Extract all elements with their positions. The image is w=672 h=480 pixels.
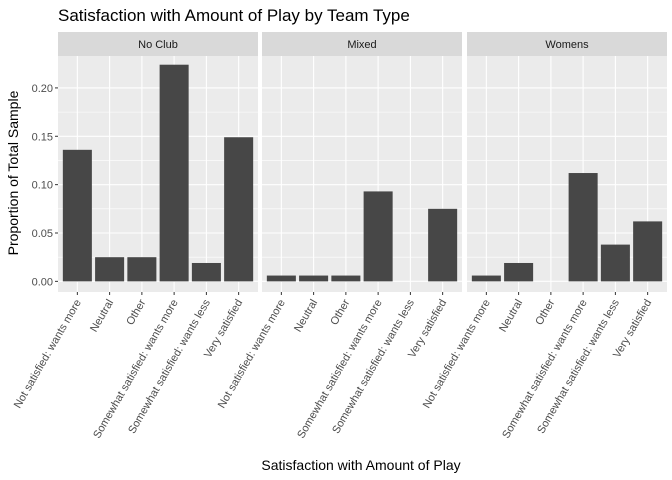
bar <box>331 275 361 282</box>
bar <box>633 221 663 282</box>
bar <box>504 262 534 282</box>
facet-strip-label: No Club <box>138 39 178 51</box>
y-tick-label: 0.20 <box>32 83 53 95</box>
bar <box>363 191 393 282</box>
x-tick-label: Neutral <box>292 298 320 335</box>
x-tick-label: Other <box>533 297 557 327</box>
y-tick-label: 0.15 <box>32 131 53 143</box>
facet-strip <box>467 32 667 56</box>
x-tick-label: Other <box>328 297 352 327</box>
x-axis-title: Satisfaction with Amount of Play <box>261 457 460 473</box>
bar <box>428 208 458 282</box>
bar <box>600 244 630 282</box>
bar <box>568 173 598 282</box>
bar <box>191 262 221 282</box>
x-tick-label: Neutral <box>88 298 116 335</box>
bar <box>127 257 157 282</box>
y-tick-label: 0.05 <box>32 228 53 240</box>
bar <box>224 137 254 282</box>
facet-strip <box>58 32 258 56</box>
bar <box>471 275 501 282</box>
bar <box>299 275 329 282</box>
facet-strip <box>262 32 462 56</box>
bar <box>95 257 125 282</box>
y-tick-label: 0.00 <box>32 276 53 288</box>
y-axis: 0.00 0.05 0.10 0.15 0.20 <box>32 83 58 288</box>
facet-strip-label: Womens <box>545 39 589 51</box>
y-tick-label: 0.10 <box>32 180 53 192</box>
bar <box>159 64 189 282</box>
chart-title: Satisfaction with Amount of Play by Team… <box>58 6 410 25</box>
x-tick-label: Not satisfied: wants more <box>12 298 84 411</box>
bar <box>62 149 92 282</box>
bar <box>266 275 296 282</box>
facet-strip-label: Mixed <box>347 39 376 51</box>
y-axis-title: Proportion of Total Sample <box>5 90 21 255</box>
x-tick-label: Other <box>124 297 148 327</box>
x-tick-label: Neutral <box>497 298 525 335</box>
